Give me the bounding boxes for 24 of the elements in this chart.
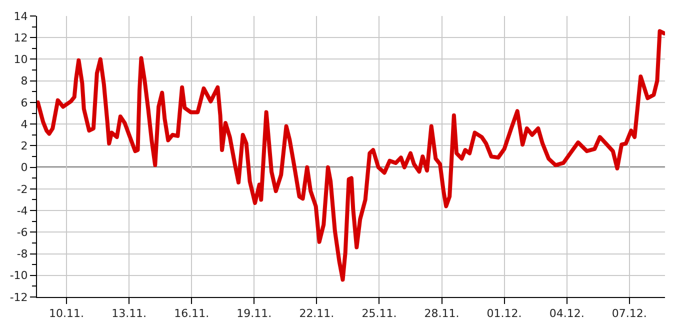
x-tick-label: 28.11. [424, 307, 460, 320]
y-tick-label: -10 [10, 269, 28, 282]
x-tick-label: 16.11. [174, 307, 210, 320]
y-tick-label: -6 [16, 226, 28, 239]
y-tick-label: 14 [14, 10, 28, 23]
x-tick-label: 25.11. [362, 307, 397, 320]
x-tick-label: 22.11. [299, 307, 334, 320]
y-tick-label: 0 [20, 161, 28, 174]
y-tick-label: 12 [14, 31, 28, 44]
y-tick-label: 4 [20, 118, 28, 131]
x-tick-label: 01.12. [486, 307, 522, 320]
y-tick-label: -8 [16, 248, 28, 261]
y-tick-label: 8 [20, 74, 28, 88]
y-tick-label: -4 [16, 204, 28, 218]
x-tick-label: 10.11. [49, 307, 84, 320]
y-tick-label: -12 [10, 290, 28, 304]
x-tick-label: 04.12. [549, 307, 584, 320]
y-tick-label: 10 [14, 53, 28, 66]
y-tick-label: 6 [20, 96, 28, 110]
x-tick-label: 19.11. [236, 307, 272, 320]
x-tick-label: 07.12. [612, 307, 647, 320]
y-tick-label: -2 [16, 182, 28, 196]
y-tick-label: 2 [20, 140, 28, 153]
x-tick-label: 13.11. [112, 307, 147, 320]
